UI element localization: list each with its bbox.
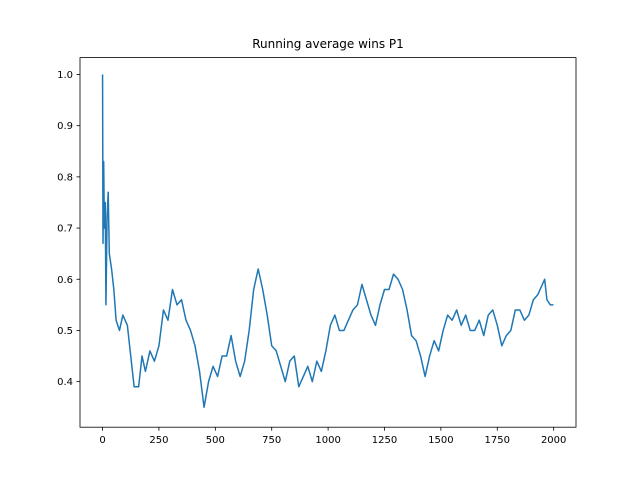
y-tick-label: 0.6 — [57, 275, 73, 286]
x-tick-label: 500 — [206, 435, 225, 446]
x-tick-label: 1500 — [428, 435, 453, 446]
chart-title: Running average wins P1 — [252, 37, 404, 51]
data-line — [101, 74, 554, 408]
x-tick-label: 750 — [262, 435, 281, 446]
y-tick-label: 0.8 — [57, 172, 73, 183]
y-tick-label: 0.7 — [57, 224, 73, 235]
x-tick-label: 1250 — [372, 435, 397, 446]
y-tick-label: 1.0 — [57, 70, 73, 81]
y-tick-label: 0.4 — [57, 377, 73, 388]
y-tick-label: 0.9 — [57, 121, 73, 132]
x-tick-label: 0 — [99, 435, 105, 446]
y-tick-label: 0.5 — [57, 326, 73, 337]
x-tick-label: 2000 — [541, 435, 566, 446]
x-tick-label: 1750 — [485, 435, 510, 446]
x-tick-label: 250 — [149, 435, 168, 446]
x-tick-label: 1000 — [315, 435, 340, 446]
